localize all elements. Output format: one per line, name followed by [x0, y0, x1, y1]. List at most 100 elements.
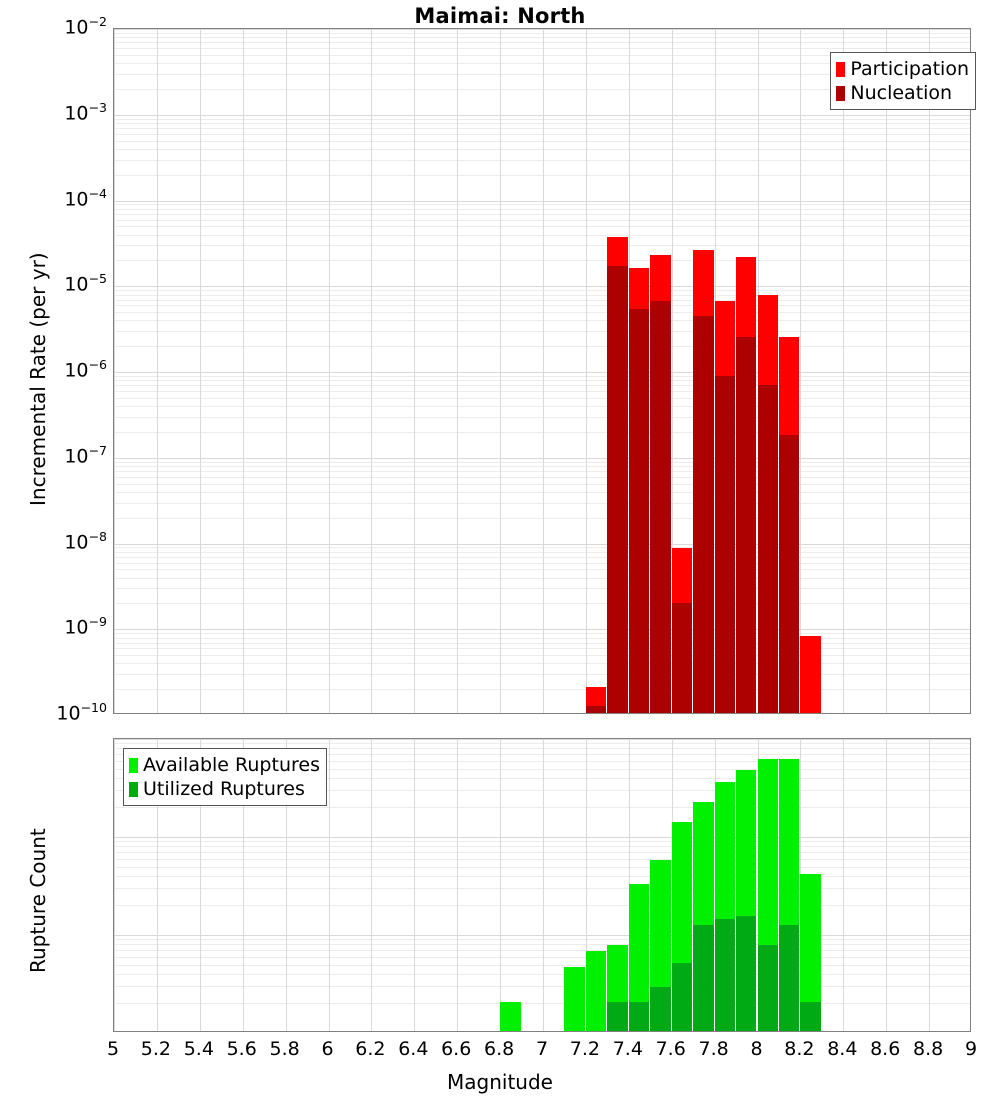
- gridline: [156, 739, 158, 1031]
- gridline: [114, 294, 970, 296]
- gridline: [114, 905, 970, 907]
- bar-utilized: [671, 962, 693, 1031]
- legend-item: Utilized Ruptures: [129, 777, 320, 801]
- gridline: [886, 29, 888, 713]
- gridline: [114, 517, 970, 519]
- gridline: [114, 118, 970, 120]
- bar-available: [585, 951, 607, 1031]
- gridline: [328, 29, 330, 713]
- gridline: [114, 547, 970, 549]
- gridline: [114, 128, 970, 130]
- gridline: [114, 637, 970, 639]
- bar-utilized: [757, 945, 778, 1031]
- gridline: [114, 739, 115, 1031]
- gridline: [114, 471, 970, 473]
- gridline: [114, 476, 970, 478]
- gridline: [114, 837, 970, 838]
- legend-swatch-icon: [129, 757, 138, 773]
- bar-nucleation: [585, 706, 607, 713]
- legend-item: Available Ruptures: [129, 753, 320, 777]
- bar-available: [628, 883, 650, 1031]
- gridline: [285, 739, 287, 1031]
- gridline: [114, 562, 970, 564]
- y-tick-label: 10−3: [64, 99, 107, 125]
- gridline: [114, 777, 970, 779]
- gridline: [199, 739, 201, 1031]
- x-tick-label: 6.2: [355, 1038, 386, 1060]
- gridline: [114, 973, 970, 975]
- gridline: [114, 739, 970, 740]
- gridline: [114, 466, 970, 468]
- gridline: [114, 875, 970, 877]
- gridline: [114, 648, 970, 650]
- gridline: [114, 29, 970, 30]
- gridline: [114, 986, 970, 988]
- bar-nucleation: [714, 375, 736, 713]
- gridline: [114, 760, 970, 762]
- gridline: [114, 603, 970, 605]
- gridline: [114, 208, 970, 210]
- gridline: [114, 331, 970, 333]
- gridline: [114, 461, 970, 463]
- bar-nucleation: [757, 385, 778, 713]
- bar-utilized: [736, 915, 757, 1031]
- bar-nucleation: [736, 337, 757, 713]
- bar-nucleation: [778, 434, 800, 713]
- x-tick-label: 7.6: [655, 1038, 686, 1060]
- gridline: [114, 674, 970, 676]
- gridline: [114, 754, 970, 756]
- gridline: [114, 290, 970, 292]
- gridline: [114, 841, 970, 843]
- y-tick-label: 10−6: [64, 357, 107, 382]
- gridline: [114, 48, 970, 50]
- gridline: [800, 29, 802, 713]
- bar-utilized: [607, 1001, 628, 1031]
- gridline: [114, 286, 970, 288]
- gridline: [114, 543, 970, 545]
- gridline: [114, 260, 970, 262]
- x-tick-label: 7: [535, 1038, 549, 1060]
- gridline: [114, 748, 970, 750]
- x-tick-label: 8.6: [870, 1038, 901, 1060]
- x-tick-label: 7.2: [569, 1038, 600, 1060]
- gridline: [114, 123, 970, 125]
- gridline: [414, 739, 416, 1031]
- gridline: [114, 200, 970, 202]
- bar-nucleation: [693, 315, 714, 713]
- gridline: [114, 114, 970, 116]
- y-tick-label: 10−7: [64, 442, 107, 468]
- x-tick-label: 5.4: [183, 1038, 214, 1060]
- x-tick-label: 8.8: [912, 1038, 944, 1060]
- gridline: [114, 431, 970, 433]
- bar-utilized: [778, 925, 800, 1031]
- gridline: [671, 29, 673, 713]
- legend-label: Available Ruptures: [143, 753, 320, 776]
- bar-utilized: [628, 1001, 650, 1031]
- gridline: [114, 663, 970, 665]
- bar-utilized: [650, 987, 671, 1031]
- gridline: [114, 629, 970, 631]
- x-tick-label: 6.6: [441, 1038, 472, 1060]
- gridline: [114, 133, 970, 135]
- legend-item: Nucleation: [836, 81, 969, 105]
- gridline: [114, 633, 970, 635]
- legend-item: Participation: [836, 57, 969, 81]
- incremental-rate-plot-area: [113, 28, 971, 714]
- legend-swatch-icon: [129, 781, 138, 797]
- y-tick-label: 10−4: [64, 185, 107, 210]
- gridline: [114, 88, 970, 90]
- gridline: [114, 37, 970, 39]
- gridline: [114, 63, 970, 65]
- gridline: [114, 346, 970, 348]
- bottom-chart-legend: Available Ruptures Utilized Ruptures: [123, 748, 327, 806]
- gridline: [114, 159, 970, 161]
- bar-utilized: [693, 925, 714, 1031]
- bar-nucleation: [671, 603, 693, 713]
- gridline: [114, 577, 970, 579]
- gridline: [242, 739, 244, 1031]
- legend-swatch-icon: [836, 85, 846, 101]
- y-tick-label: 10−10: [56, 700, 107, 725]
- gridline: [114, 148, 970, 150]
- x-tick-label: 6.4: [398, 1038, 429, 1060]
- y-tick-label: 10−5: [64, 271, 107, 296]
